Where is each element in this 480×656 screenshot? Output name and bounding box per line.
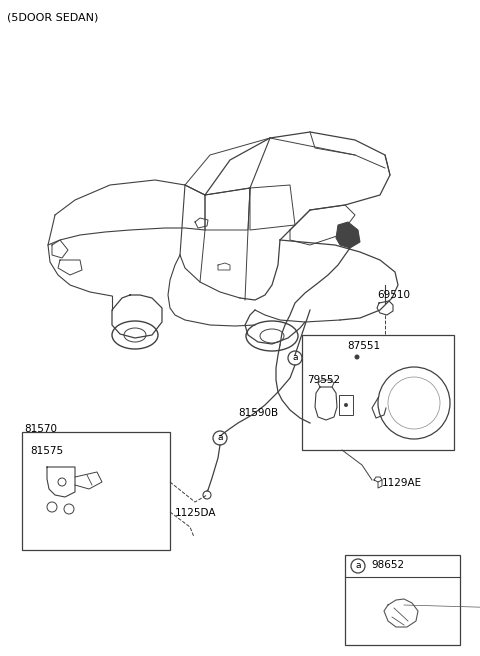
Bar [22,432,170,550]
Circle shape [344,403,348,407]
Text: 1129AE: 1129AE [382,478,422,488]
Circle shape [355,354,360,359]
Text: 79552: 79552 [307,375,340,385]
Text: 1125DA: 1125DA [175,508,216,518]
Polygon shape [336,222,360,248]
Text: a: a [355,562,361,571]
Text: a: a [292,354,298,363]
Text: 81570: 81570 [24,424,57,434]
Text: 69510: 69510 [377,290,410,300]
Bar [345,555,460,645]
Text: 98652: 98652 [371,560,404,570]
Text: a: a [217,434,223,443]
Text: 81590B: 81590B [238,408,278,418]
Bar [302,335,454,450]
Text: 81575: 81575 [30,446,63,456]
Text: (5DOOR SEDAN): (5DOOR SEDAN) [7,12,98,22]
Bar [339,395,353,415]
Text: 87551: 87551 [347,341,380,351]
